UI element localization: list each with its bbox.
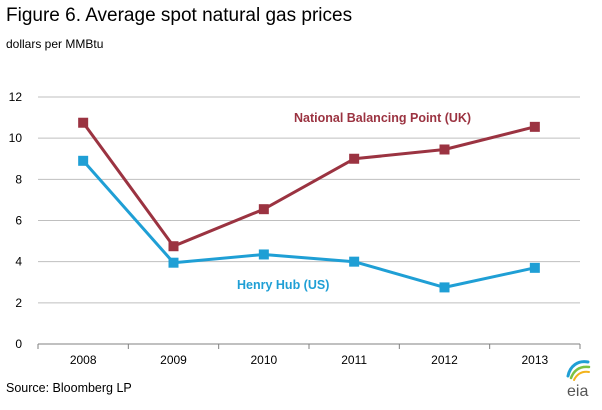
x-tick-2008: 2008 [70,353,97,367]
y-tick-10: 10 [9,131,23,145]
data-point-s1-2013 [529,262,540,273]
gridlines [38,96,580,304]
series-group [78,117,540,293]
y-tick-0: 0 [15,337,22,351]
y-tick-8: 8 [15,172,22,186]
series-label-henry-hub: Henry Hub (US) [237,278,329,292]
x-tick-2009: 2009 [160,353,187,367]
axes [37,343,581,349]
y-tick-labels: 0 2 4 6 8 10 12 [9,90,23,351]
x-tick-labels: 2008 2009 2010 2011 2012 2013 [70,353,549,367]
data-point-s0-2008 [78,117,89,128]
data-point-s1-2010 [258,249,269,260]
x-tick-2011: 2011 [341,353,367,367]
chart-title: Figure 6. Average spot natural gas price… [6,5,353,26]
y-tick-2: 2 [15,296,22,310]
data-point-s0-2012 [439,144,450,155]
data-point-s0-2011 [349,153,360,164]
y-axis-units-label: dollars per MMBtu [6,37,104,51]
series-line-1 [82,159,536,289]
series-labels: National Balancing Point (UK) Henry Hub … [237,111,471,292]
x-tick-2010: 2010 [250,353,277,367]
x-tick-2012: 2012 [431,353,458,367]
data-point-s1-2012 [439,282,450,293]
data-point-s1-2011 [349,256,360,267]
data-point-s1-2008 [78,155,89,166]
data-point-s0-2010 [258,204,269,215]
data-point-s0-2009 [168,241,179,252]
data-point-s0-2013 [529,121,540,132]
y-tick-6: 6 [15,214,22,228]
series-line-0 [81,121,536,248]
series-label-nbp: National Balancing Point (UK) [294,111,471,125]
y-tick-12: 12 [9,90,23,104]
y-tick-4: 4 [15,255,22,269]
x-tick-2013: 2013 [521,353,548,367]
source-note: Source: Bloomberg LP [6,381,132,395]
eia-logo-icon: eia [566,360,591,400]
data-point-s1-2009 [168,257,179,268]
svg-text:eia: eia [567,383,588,400]
